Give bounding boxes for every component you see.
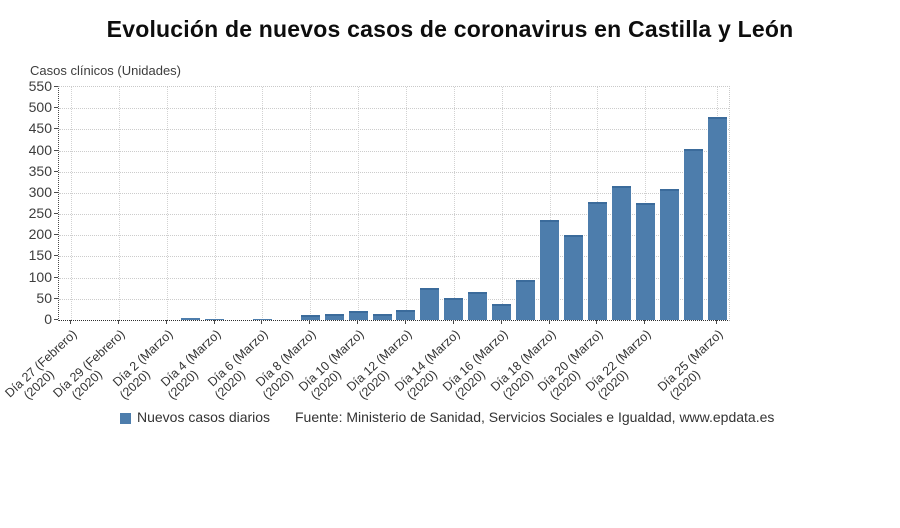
y-tick-mark [54, 149, 58, 151]
x-tick-mark [117, 320, 119, 324]
x-gridline [166, 87, 168, 320]
x-gridline [214, 87, 216, 320]
y-tick-label: 550 [28, 78, 52, 94]
bar [563, 235, 583, 320]
y-gridline [59, 235, 729, 237]
x-gridline [262, 87, 264, 320]
legend-marker-square [120, 413, 131, 424]
x-gridline [453, 87, 455, 320]
y-tick-mark [54, 297, 58, 299]
x-tick-mark [716, 320, 718, 324]
legend-label: Nuevos casos diarios [137, 409, 271, 425]
x-gridline [405, 87, 407, 320]
x-gridline [70, 87, 72, 320]
y-tick-mark [54, 319, 58, 320]
y-tick-mark [54, 213, 58, 215]
x-tick-mark [452, 320, 454, 324]
x-tick-mark [404, 320, 406, 324]
y-tick-label: 250 [28, 205, 52, 222]
bar [468, 292, 488, 320]
x-gridline [549, 87, 551, 320]
x-gridline [501, 87, 503, 320]
bar [707, 117, 727, 320]
y-tick-mark [54, 255, 58, 257]
y-gridline [59, 256, 729, 258]
y-axis-label: Casos clínicos (Unidades) [30, 63, 182, 78]
bar [300, 315, 320, 320]
y-gridline [59, 108, 729, 110]
y-tick-mark [54, 191, 58, 193]
bar [205, 319, 225, 320]
y-tick-mark [54, 234, 58, 236]
y-tick-label: 100 [28, 268, 52, 285]
y-tick-mark [54, 170, 58, 172]
bar [659, 189, 679, 320]
y-tick-label: 350 [28, 162, 52, 179]
bar [635, 203, 655, 320]
bar [540, 220, 560, 320]
bar [372, 314, 392, 320]
source-attribution: Fuente: Ministerio de Sanidad, Servicios… [295, 409, 775, 425]
bar [587, 202, 607, 320]
y-gridline [59, 192, 729, 194]
chart-title: Evolución de nuevos casos de coronavirus… [106, 16, 794, 42]
x-tick-mark [213, 320, 215, 324]
y-gridline [59, 214, 729, 216]
y-tick-mark [54, 276, 58, 278]
x-gridline [118, 87, 120, 320]
x-tick-mark [69, 320, 71, 324]
x-tick-mark [644, 320, 646, 324]
y-gridline [59, 129, 729, 131]
x-tick-mark [261, 320, 263, 324]
x-tick-mark [500, 320, 502, 324]
plot-area [58, 86, 730, 321]
y-tick-label: 0 [44, 311, 52, 327]
x-gridline [310, 87, 312, 320]
bar [420, 288, 440, 320]
y-gridline [59, 298, 729, 300]
y-tick-label: 500 [28, 99, 52, 116]
y-tick-label: 450 [28, 120, 52, 137]
bar [396, 310, 416, 320]
bar [324, 314, 344, 320]
x-gridline [358, 87, 360, 320]
x-tick-mark [165, 320, 167, 324]
y-tick-label: 300 [28, 183, 52, 200]
bar [516, 280, 536, 320]
y-tick-mark [54, 86, 58, 87]
bar [444, 298, 464, 320]
y-tick-label: 150 [28, 247, 52, 264]
y-tick-label: 400 [28, 141, 52, 158]
bar [492, 304, 512, 320]
x-tick-mark [309, 320, 311, 324]
y-tick-mark [54, 107, 58, 109]
bar [611, 186, 631, 320]
y-tick-label: 200 [28, 226, 52, 243]
x-tick-mark [596, 320, 598, 324]
y-tick-mark [54, 128, 58, 130]
y-gridline [59, 171, 729, 173]
bar [181, 318, 201, 320]
y-gridline [59, 150, 729, 152]
bar [348, 311, 368, 320]
bar [252, 319, 272, 320]
y-gridline [59, 277, 729, 279]
bar [683, 149, 703, 320]
x-tick-mark [357, 320, 359, 324]
y-tick-label: 50 [36, 289, 52, 306]
x-tick-mark [548, 320, 550, 324]
